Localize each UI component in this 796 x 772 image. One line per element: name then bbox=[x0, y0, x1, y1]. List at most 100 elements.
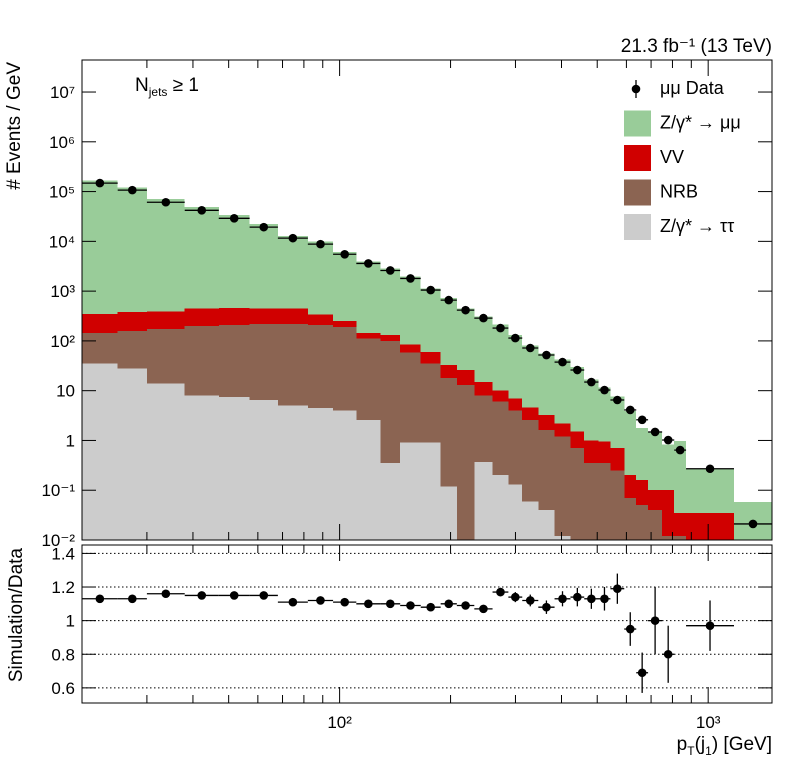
histogram-bar bbox=[648, 431, 663, 491]
data-point bbox=[650, 427, 660, 437]
histogram-bar bbox=[82, 332, 118, 364]
y-tick-label: 1 bbox=[66, 431, 75, 450]
data-point bbox=[95, 178, 105, 188]
legend-label: VV bbox=[660, 147, 684, 167]
histogram-bar bbox=[538, 510, 555, 540]
ratio-point bbox=[600, 594, 609, 604]
x-label-rest: ) [GeV] bbox=[712, 734, 772, 755]
histogram-bar bbox=[648, 510, 663, 540]
histogram-bar bbox=[508, 398, 523, 411]
x-label-main: p bbox=[677, 734, 688, 755]
histogram-bar bbox=[598, 441, 611, 464]
ratio-point bbox=[558, 594, 567, 604]
histogram-bar bbox=[674, 536, 687, 540]
y-tick-label: 0.8 bbox=[51, 645, 75, 664]
ratio-area bbox=[82, 573, 734, 693]
histogram-bar bbox=[570, 431, 585, 449]
histogram-bar bbox=[333, 410, 357, 540]
ratio-point bbox=[542, 602, 551, 612]
x-tick-label: 10³ bbox=[696, 713, 721, 732]
histogram-bar bbox=[538, 353, 555, 416]
histogram-bar bbox=[440, 364, 457, 378]
y-tick-label: 10³ bbox=[50, 282, 75, 301]
histogram-bar bbox=[146, 383, 185, 540]
histogram-bar bbox=[662, 489, 675, 537]
histogram-bar bbox=[674, 512, 687, 537]
ratio-point bbox=[385, 599, 395, 609]
histogram-bar bbox=[538, 429, 555, 511]
histogram-bar bbox=[474, 395, 493, 462]
histogram-bar bbox=[400, 276, 421, 345]
histogram-bar bbox=[400, 442, 421, 540]
ratio-point bbox=[95, 594, 105, 604]
histogram-bar bbox=[508, 410, 523, 485]
histogram-bar bbox=[624, 411, 637, 476]
ratio-point bbox=[288, 597, 298, 607]
data-point bbox=[496, 323, 505, 333]
histogram-bar bbox=[218, 325, 250, 397]
histogram-bar bbox=[492, 475, 509, 540]
ratio-point bbox=[444, 599, 454, 609]
histogram-bar bbox=[624, 497, 637, 540]
histogram-bar bbox=[492, 401, 509, 476]
histogram-bar bbox=[456, 370, 475, 386]
histogram-bar bbox=[356, 333, 381, 339]
ratio-point bbox=[637, 668, 647, 678]
histogram-bar bbox=[184, 308, 219, 327]
histogram-bar bbox=[307, 241, 334, 315]
histogram-bar bbox=[356, 338, 381, 420]
histogram-bar bbox=[249, 224, 278, 309]
histogram-bar bbox=[522, 407, 539, 421]
histogram-bar bbox=[554, 359, 571, 424]
histogram-bar bbox=[277, 323, 308, 406]
y-axis-label: # Events / GeV bbox=[4, 62, 25, 190]
histogram-bar bbox=[522, 501, 539, 540]
histogram-bar bbox=[686, 512, 734, 540]
histogram-bar bbox=[584, 440, 599, 464]
histogram-bar bbox=[456, 385, 475, 540]
histogram-bar bbox=[380, 463, 401, 540]
data-point bbox=[600, 385, 609, 395]
histogram-bar bbox=[584, 379, 599, 441]
histogram-bar bbox=[184, 326, 219, 396]
histogram-bar bbox=[307, 324, 334, 408]
histogram-bar bbox=[508, 484, 523, 540]
y-tick-label: 10⁵ bbox=[49, 183, 75, 202]
data-point bbox=[525, 343, 535, 353]
y-tick-label: 10 bbox=[56, 382, 75, 401]
data-point bbox=[229, 214, 239, 223]
legend-label: NRB bbox=[660, 181, 698, 201]
histogram-bar bbox=[184, 395, 219, 540]
histogram-bar bbox=[307, 314, 334, 325]
histogram-bar bbox=[456, 308, 475, 371]
histogram-bar bbox=[82, 363, 118, 540]
histogram-bar bbox=[522, 420, 539, 502]
histogram-bar bbox=[146, 328, 185, 384]
histogram-bar bbox=[648, 490, 663, 511]
histogram-bar bbox=[82, 314, 118, 333]
histogram-bar bbox=[333, 252, 357, 322]
ratio-point bbox=[663, 649, 673, 659]
y-tick-label: 1.2 bbox=[51, 578, 75, 597]
histogram-bar bbox=[662, 444, 675, 490]
ratio-point bbox=[316, 596, 325, 605]
data-point bbox=[542, 350, 551, 360]
data-point bbox=[316, 239, 325, 249]
data-point bbox=[444, 295, 454, 305]
legend-swatch bbox=[624, 214, 651, 240]
data-point bbox=[587, 377, 596, 387]
histogram-bar bbox=[610, 448, 625, 471]
histogram-bar bbox=[333, 327, 357, 411]
ratio-point bbox=[259, 591, 269, 600]
x-label-mid: (j bbox=[695, 734, 706, 755]
histogram-bar bbox=[82, 180, 118, 315]
legend-label: Z/γ* → μμ bbox=[660, 112, 741, 132]
histogram-bar bbox=[610, 470, 625, 540]
histogram-bar bbox=[249, 308, 278, 325]
histogram-bar bbox=[356, 419, 381, 540]
histogram-bar bbox=[492, 324, 509, 391]
histogram-bar bbox=[400, 344, 421, 353]
y-tick-label: 10⁻² bbox=[41, 531, 75, 550]
ratio-point bbox=[496, 587, 505, 597]
data-point bbox=[288, 233, 298, 243]
